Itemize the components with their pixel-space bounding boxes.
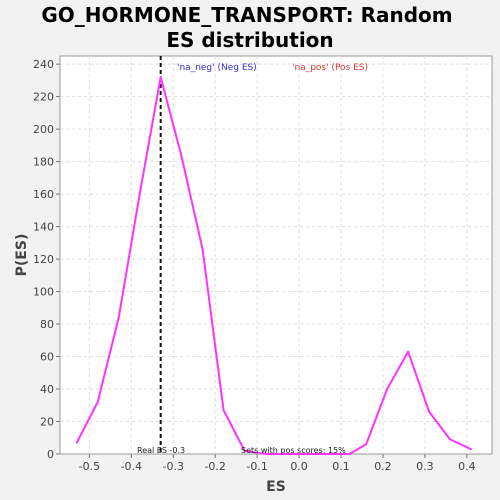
y-tick-label: 160 [33, 188, 54, 201]
y-axis-ticks: 0 20 40 60 80 100 120 140 160 180 200 220 240 [33, 58, 60, 461]
y-tick-label: 80 [40, 318, 54, 331]
data-point [327, 453, 330, 455]
data-point [243, 449, 246, 452]
x-tick-label: 0.2 [374, 460, 392, 473]
x-tick-label: 0.4 [458, 460, 476, 473]
data-point [407, 350, 410, 353]
x-tick-label: 0.3 [416, 460, 434, 473]
y-tick-label: 40 [40, 383, 54, 396]
legend-neg-es: 'na_neg' (Neg ES) [177, 63, 257, 73]
data-point [264, 453, 267, 455]
data-point [365, 443, 368, 446]
data-point [180, 155, 183, 158]
grid-lines [60, 56, 492, 454]
x-axis-label: ES [266, 479, 286, 495]
x-tick-label: -0.1 [246, 460, 267, 473]
y-tick-label: 180 [33, 156, 54, 169]
x-tick-label: -0.4 [121, 460, 142, 473]
data-point [138, 193, 141, 196]
data-point [222, 409, 225, 412]
data-point [348, 453, 351, 455]
y-tick-label: 0 [47, 448, 54, 461]
data-point [96, 401, 99, 404]
legend-pos-es: 'na_pos' (Pos ES) [292, 63, 368, 73]
x-tick-label: -0.3 [163, 460, 184, 473]
x-tick-label: 0.1 [332, 460, 350, 473]
y-tick-label: 220 [33, 91, 54, 104]
y-tick-label: 140 [33, 221, 54, 234]
y-tick-label: 200 [33, 123, 54, 136]
x-tick-label: 0.0 [290, 460, 308, 473]
y-tick-label: 240 [33, 58, 54, 71]
y-tick-label: 120 [33, 253, 54, 266]
real-es-annotation: Real ES -0.3 [137, 446, 185, 455]
data-point [201, 248, 204, 251]
plot-area [59, 55, 493, 455]
y-axis-label: P(ES) [14, 234, 30, 277]
chart-title-line-1: GO_HORMONE_TRANSPORT: Random [41, 3, 452, 27]
pos-scores-annotation: Sets with pos scores: 15% [241, 446, 346, 455]
data-point [75, 441, 78, 444]
chart-title-line-2: ES distribution [166, 28, 333, 52]
series-layer [75, 76, 473, 455]
x-tick-label: -0.2 [204, 460, 225, 473]
y-tick-label: 60 [40, 351, 54, 364]
data-point [470, 448, 473, 451]
data-point [386, 388, 389, 391]
data-point [306, 453, 309, 455]
series-line [75, 76, 472, 455]
x-axis-ticks: -0.5 -0.4 -0.3 -0.2 -0.1 0.0 0.1 0.2 0.3 0.4 [79, 454, 476, 473]
x-tick-label: -0.5 [79, 460, 100, 473]
data-point [159, 76, 162, 79]
data-point [449, 438, 452, 441]
data-point [117, 316, 120, 319]
data-point [428, 410, 431, 413]
y-tick-label: 20 [40, 416, 54, 429]
data-point [285, 453, 288, 455]
y-tick-label: 100 [33, 286, 54, 299]
